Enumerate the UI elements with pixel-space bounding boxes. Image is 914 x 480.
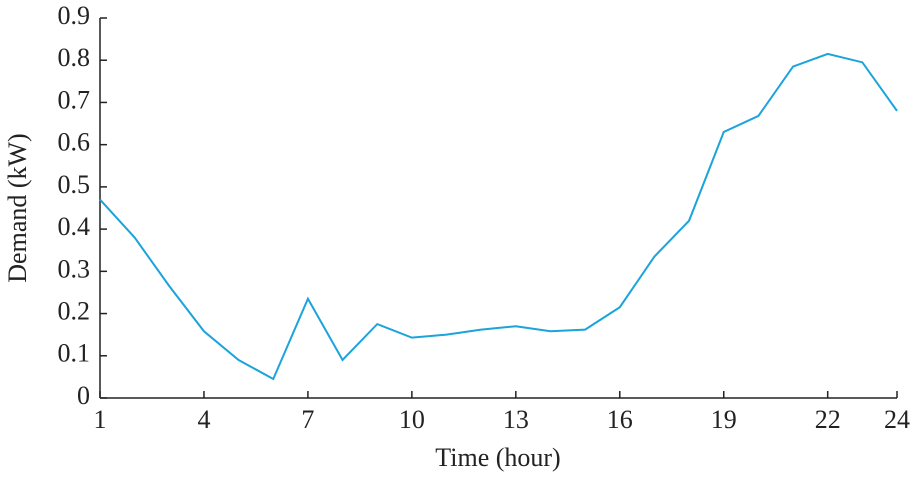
- x-tick-label: 7: [301, 405, 314, 434]
- y-tick-label: 0.1: [58, 339, 91, 368]
- y-tick-label: 0.4: [58, 212, 91, 241]
- x-tick-label: 4: [197, 405, 210, 434]
- x-axis-label: Time (hour): [435, 443, 560, 472]
- y-tick-label: 0.5: [58, 170, 91, 199]
- x-tick-label: 22: [815, 405, 841, 434]
- x-tick-label: 19: [711, 405, 737, 434]
- x-tick-label: 16: [607, 405, 633, 434]
- x-tick-label: 10: [399, 405, 425, 434]
- y-tick-label: 0.3: [58, 254, 91, 283]
- y-tick-label: 0: [77, 381, 90, 410]
- y-tick-label: 0.6: [58, 128, 91, 157]
- x-tick-label: 13: [503, 405, 529, 434]
- line: [99, 52, 898, 381]
- y-axis-label: Demand (kW): [3, 133, 32, 282]
- y-tick-label: 0.8: [58, 43, 91, 72]
- y-tick-label: 0.7: [58, 85, 91, 114]
- x-tick-label: 1: [94, 405, 107, 434]
- x-tick-label: 24: [884, 405, 910, 434]
- y-tick-label: 0.2: [58, 297, 91, 326]
- y-tick-label: 0.9: [58, 1, 91, 30]
